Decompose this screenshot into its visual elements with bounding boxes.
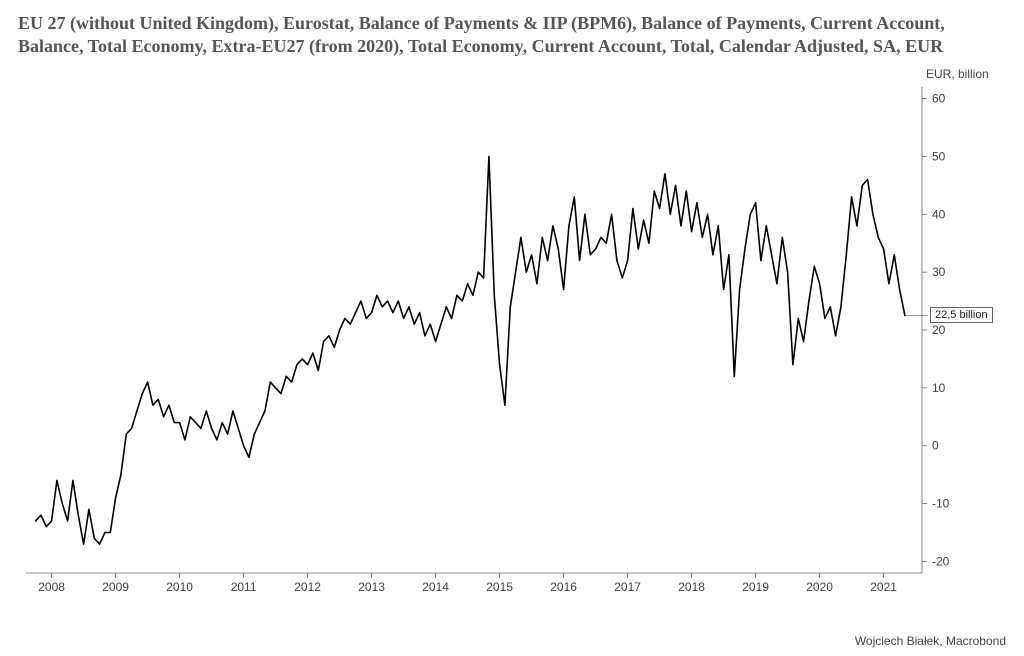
credit-line: Wojciech Białek, Macrobond — [855, 634, 1006, 648]
line-chart: -20 -10 0 10 20 30 40 50 60 2008 2009 2010 2011 2012 2… — [18, 63, 1006, 603]
x-tick-label: 2012 — [294, 580, 321, 594]
x-tick-label: 2020 — [806, 580, 833, 594]
y-axis-label: EUR, billion — [926, 67, 989, 81]
y-tick-label: 40 — [932, 207, 946, 221]
x-tick-label: 2013 — [358, 580, 385, 594]
y-tick-label: 50 — [932, 149, 946, 163]
y-tick-label: 30 — [932, 265, 946, 279]
last-value-callout: 22,5 billion — [930, 307, 993, 323]
x-tick-label: 2018 — [678, 580, 705, 594]
x-tick-label: 2014 — [422, 580, 449, 594]
x-tick-label: 2016 — [550, 580, 577, 594]
y-tick-label: 60 — [932, 92, 946, 106]
y-tick-label: 10 — [932, 381, 946, 395]
x-tick-label: 2021 — [870, 580, 897, 594]
x-tick-label: 2009 — [102, 580, 129, 594]
y-tick-label: 0 — [932, 439, 939, 453]
chart-area: EUR, billion -20 -10 0 10 20 30 40 50 60 2008 2009… — [18, 63, 1006, 603]
x-tick-label: 2008 — [38, 580, 65, 594]
x-tick-label: 2011 — [231, 580, 257, 594]
chart-title: EU 27 (without United Kingdom), Eurostat… — [18, 12, 1006, 57]
x-tick-label: 2017 — [614, 580, 641, 594]
x-tick-label: 2010 — [166, 580, 193, 594]
x-tick-label: 2015 — [486, 580, 513, 594]
y-tick-label: 20 — [932, 323, 946, 337]
y-tick-label: -20 — [932, 554, 950, 568]
x-tick-label: 2019 — [742, 580, 769, 594]
y-tick-label: -10 — [932, 497, 950, 511]
